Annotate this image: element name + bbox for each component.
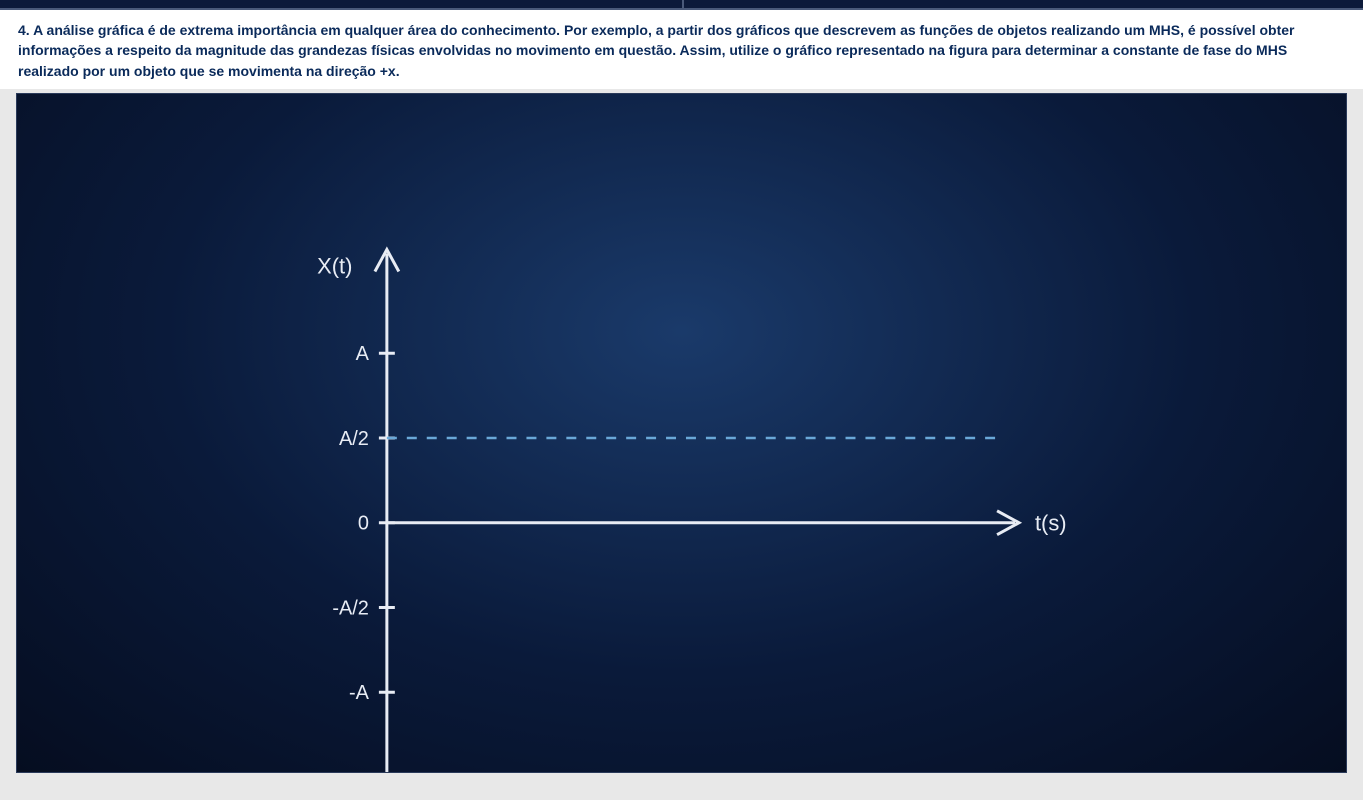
y-tick-label: -A/2 <box>332 597 369 619</box>
y-tick-label: -A <box>349 682 370 704</box>
top-bar <box>0 0 1363 10</box>
x-axis-title: t(s) <box>1035 511 1067 536</box>
y-tick-label: A/2 <box>339 428 369 450</box>
question-area: 4. A análise gráfica é de extrema import… <box>0 10 1363 89</box>
y-tick-label: 0 <box>358 513 369 535</box>
question-text: 4. A análise gráfica é de extrema import… <box>18 20 1345 81</box>
y-axis-title: X(t) <box>317 253 352 278</box>
y-tick-label: A <box>356 343 370 365</box>
mhs-chart: X(t) t(s) A A/2 0 -A/2 -A <box>17 94 1346 772</box>
question-number: 4. <box>18 22 30 38</box>
question-body: A análise gráfica é de extrema importânc… <box>18 22 1295 79</box>
chart-panel: X(t) t(s) A A/2 0 -A/2 -A <box>16 93 1347 773</box>
